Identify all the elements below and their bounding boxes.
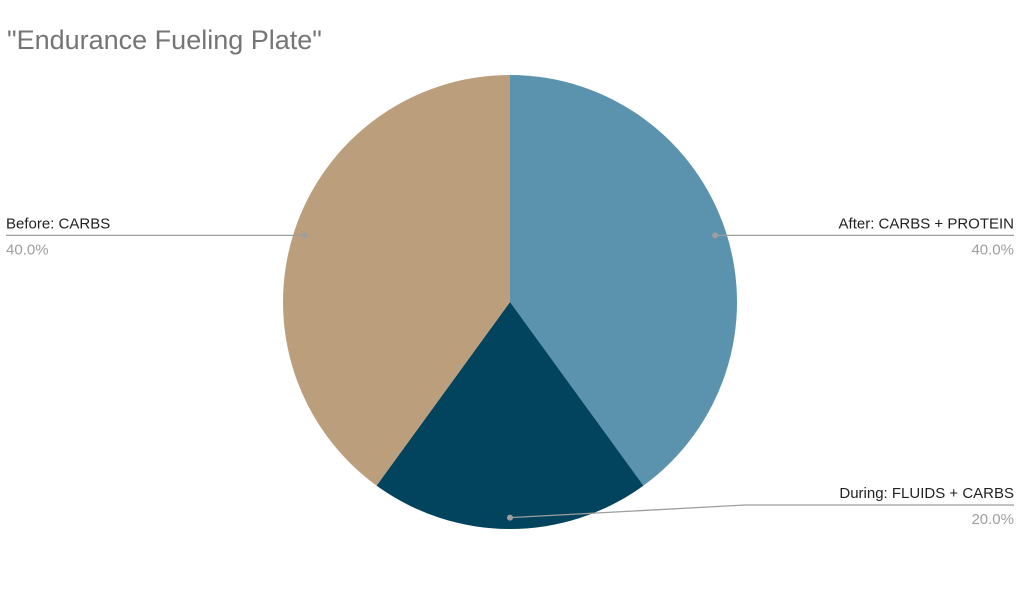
slice-label: After: CARBS + PROTEIN xyxy=(839,215,1014,232)
leader-dot xyxy=(712,232,719,239)
slice-label: During: FLUIDS + CARBS xyxy=(839,485,1014,502)
leader-dot xyxy=(507,514,513,521)
chart-title: "Endurance Fueling Plate" xyxy=(7,25,322,55)
slice-value-label: 40.0% xyxy=(971,241,1014,258)
pie-slice xyxy=(510,75,737,486)
slice-value-label: 40.0% xyxy=(6,241,49,258)
pie-slice xyxy=(283,74,510,486)
leader-line xyxy=(509,504,1014,519)
slice-value-label: 20.0% xyxy=(971,511,1014,528)
leader-dot xyxy=(301,232,308,239)
slice-label: Before: CARBS xyxy=(6,215,110,232)
pie-slice xyxy=(376,302,644,529)
